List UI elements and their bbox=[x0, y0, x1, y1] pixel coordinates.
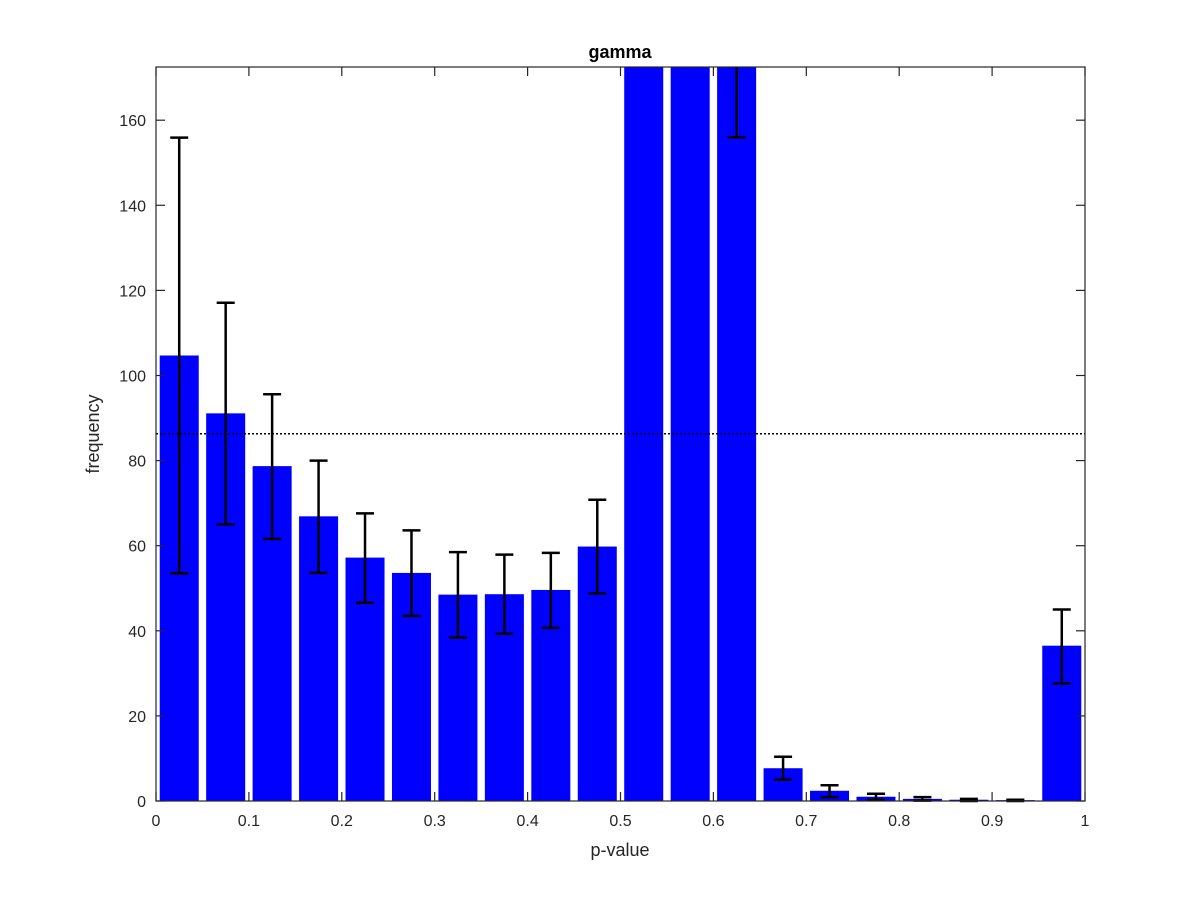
y-tick-label: 60 bbox=[128, 539, 146, 556]
x-tick-label: 0.6 bbox=[702, 813, 724, 830]
chart-title: gamma bbox=[588, 42, 652, 62]
y-tick-label: 40 bbox=[128, 624, 146, 641]
y-tick-label: 140 bbox=[119, 198, 146, 215]
x-tick-label: 0 bbox=[152, 813, 161, 830]
x-axis-label: p-value bbox=[590, 840, 649, 860]
y-tick-label: 20 bbox=[128, 709, 146, 726]
x-tick-label: 1 bbox=[1081, 813, 1090, 830]
x-tick-label: 0.3 bbox=[424, 813, 446, 830]
y-tick-label: 100 bbox=[119, 368, 146, 385]
x-tick-label: 0.8 bbox=[888, 813, 910, 830]
x-tick-label: 0.7 bbox=[795, 813, 817, 830]
y-tick-label: 120 bbox=[119, 283, 146, 300]
x-tick-label: 0.9 bbox=[981, 813, 1003, 830]
x-tick-label: 0.1 bbox=[238, 813, 260, 830]
plot-area: 0 0.1 0.2 0.3 0.4 0.5 0.6 0.7 0.8 0.9 1 0 20 40 60 80 10… bbox=[119, 66, 1090, 830]
y-axis-label: frequency bbox=[83, 394, 103, 473]
x-tick-label: 0.5 bbox=[609, 813, 631, 830]
y-tick-label: 160 bbox=[119, 113, 146, 130]
y-tick-label: 0 bbox=[137, 794, 146, 811]
x-tick-label: 0.4 bbox=[516, 813, 538, 830]
x-tick-label: 0.2 bbox=[331, 813, 353, 830]
y-tick-label: 80 bbox=[128, 454, 146, 471]
